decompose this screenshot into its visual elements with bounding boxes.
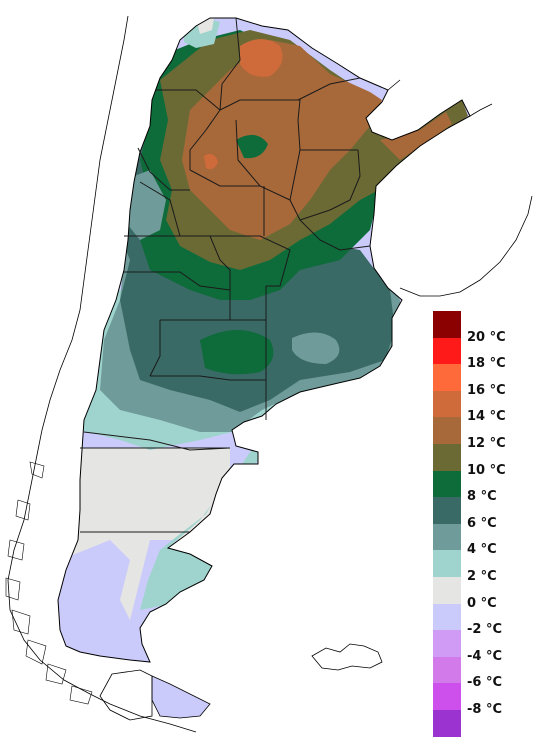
legend-swatch: [433, 364, 461, 391]
legend-label: 12 °C: [467, 435, 506, 451]
legend-label: 4 °C: [467, 542, 497, 558]
tierra-del-fuego-chile: [99, 669, 153, 721]
legend-row: 18 °C: [433, 337, 538, 371]
legend-row: 6 °C: [433, 497, 538, 530]
band-10c-patch: [236, 134, 268, 159]
legend-swatch: [433, 630, 461, 657]
legend-label: 0 °C: [467, 595, 497, 611]
legend-swatch: [433, 444, 461, 471]
chile-fjord-islands: [5, 461, 93, 705]
tierra-del-fuego: [151, 675, 211, 719]
legend-swatch: [433, 470, 461, 498]
legend-row: -2 °C: [433, 603, 538, 637]
band-12c-ne: [380, 112, 452, 160]
legend-row: 20 °C: [433, 311, 538, 344]
legend-row: -6 °C: [433, 656, 538, 690]
legend-swatch: [433, 577, 461, 604]
legend-swatch: [433, 683, 461, 710]
neighbor-coastlines: [7, 15, 533, 733]
falkland-islands: [311, 643, 383, 671]
legend-label: -4 °C: [467, 648, 503, 664]
legend-label: -2 °C: [467, 622, 503, 638]
legend-swatch: [433, 656, 461, 684]
legend-row: [433, 710, 538, 737]
legend-row: 16 °C: [433, 364, 538, 397]
legend-label: 2 °C: [467, 568, 497, 584]
band-14c-b: [204, 154, 218, 170]
legend-row: 12 °C: [433, 417, 538, 450]
legend-row: 14 °C: [433, 390, 538, 424]
legend-swatch: [433, 417, 461, 444]
legend-label: 20 °C: [467, 329, 506, 345]
band-12c: [182, 40, 382, 240]
legend-label: 16 °C: [467, 382, 506, 398]
legend-row: 10 °C: [433, 444, 538, 477]
band-south-cold: [58, 540, 140, 650]
legend-label: 14 °C: [467, 409, 506, 425]
legend-row: -8 °C: [433, 683, 538, 716]
argentina-outline: [57, 17, 471, 663]
legend-label: -8 °C: [467, 701, 503, 717]
legend-row: 8 °C: [433, 470, 538, 504]
legend-swatch: [433, 603, 461, 631]
legend-label: 6 °C: [467, 515, 497, 531]
legend-label: -6 °C: [467, 675, 503, 691]
legend-row: 0 °C: [433, 577, 538, 610]
band-4c-patch: [292, 332, 340, 364]
legend-label: 18 °C: [467, 356, 506, 372]
legend-swatch: [433, 390, 461, 418]
legend-swatch: [433, 497, 461, 524]
legend-swatch: [433, 523, 461, 551]
legend-swatch: [433, 550, 461, 577]
legend-row: 4 °C: [433, 523, 538, 557]
band-14c: [240, 39, 283, 77]
legend-swatch: [433, 710, 461, 737]
legend-swatch: [433, 311, 461, 338]
legend-label: 10 °C: [467, 462, 506, 478]
band-2c-nw: [124, 170, 166, 240]
legend-label: 8 °C: [467, 489, 497, 505]
province-boundaries: [80, 17, 371, 533]
legend-row: 2 °C: [433, 550, 538, 583]
legend-swatch: [433, 337, 461, 365]
legend-row: -4 °C: [433, 630, 538, 663]
temperature-legend: 20 °C 18 °C 16 °C 14 °C 12 °C 10 °C 8 °C…: [433, 311, 538, 741]
band-8c-south: [200, 330, 274, 375]
